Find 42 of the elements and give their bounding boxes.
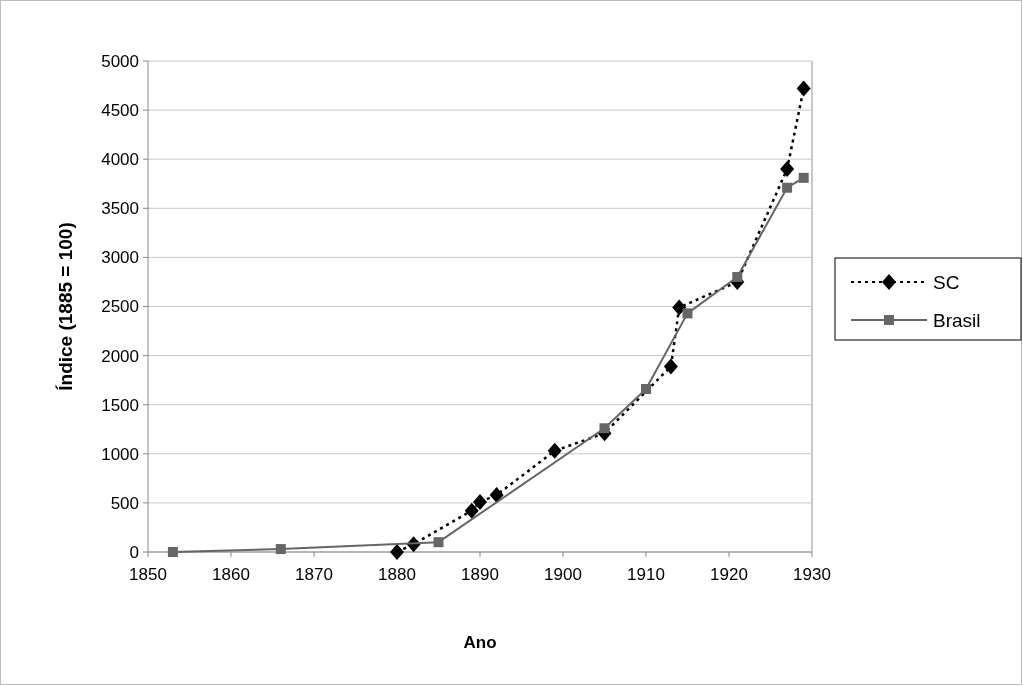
point [798,172,809,183]
point [599,423,610,434]
point [782,182,793,193]
x-tick-label: 1870 [295,565,333,584]
point [547,442,562,459]
y-tick-label: 1500 [101,395,139,415]
x-tick-label: 1930 [793,565,831,584]
x-tick-label: 1900 [544,565,582,584]
x-tick-label: 1920 [710,565,748,584]
legend-label: Brasil [933,309,981,331]
point [641,383,651,394]
x-tick-label: 1850 [129,565,167,584]
x-tick-label: 1880 [378,565,416,584]
y-tick-label: 5000 [101,51,139,71]
point [672,299,687,316]
point [275,544,286,555]
point [433,537,444,548]
y-tick-label: 0 [129,542,139,562]
legend-label: SC [933,271,960,293]
point [489,487,504,504]
point [464,502,479,519]
x-tick-label: 1860 [212,565,250,584]
y-tick-label: 2000 [101,346,139,366]
y-axis-title: Índice (1885 = 100) [55,222,76,391]
y-tick-label: 4500 [101,101,139,121]
point [473,493,487,510]
y-tick-label: 500 [110,493,139,513]
x-tick-label: 1890 [461,565,499,584]
x-tick-label: 1910 [627,565,665,584]
point [780,161,795,178]
y-tick-label: 1000 [101,444,139,464]
point [390,544,404,560]
x-axis-title: Ano [463,633,497,652]
point [732,272,743,283]
y-tick-label: 2500 [101,297,139,317]
y-tick-label: 4000 [101,150,139,170]
y-tick-label: 3500 [101,199,139,219]
point [167,547,178,557]
y-tick-label: 3000 [101,248,139,268]
point [682,308,693,319]
point [663,358,678,375]
point [796,80,811,97]
